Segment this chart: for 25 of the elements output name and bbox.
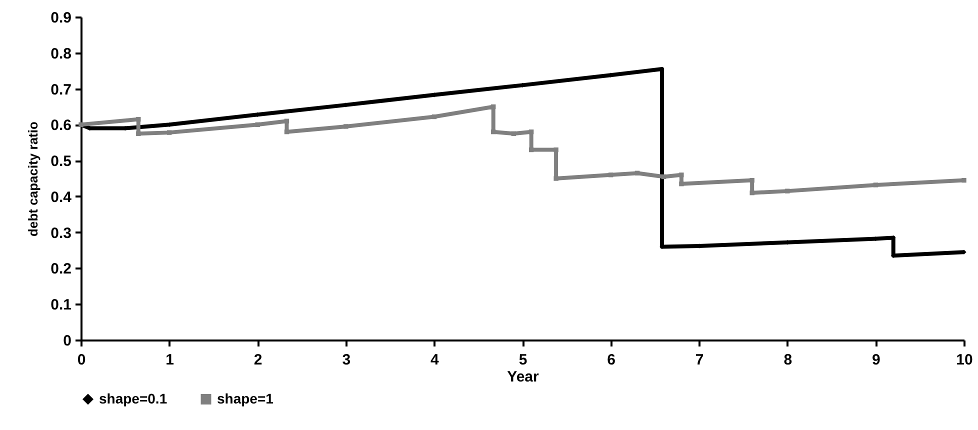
y-tick-label: 0.9	[50, 10, 72, 26]
y-tick-label: 0.7	[50, 81, 72, 98]
y-tick-label: 0.6	[50, 117, 72, 134]
x-tick-label: 7	[695, 352, 704, 368]
y-tick-label: 0.8	[50, 45, 72, 62]
y-tick-label: 0.5	[50, 153, 72, 170]
x-tick-label: 8	[784, 352, 792, 368]
x-tick-label: 5	[518, 352, 528, 368]
x-tick-label: 9	[872, 352, 880, 368]
y-axis-title: debt capacity ratio	[26, 122, 41, 236]
x-tick-label: 2	[254, 352, 262, 368]
x-tick-label: 3	[342, 352, 351, 368]
legend-label: shape=1	[217, 390, 274, 406]
y-tick-label: 0	[63, 332, 72, 350]
y-tick-label: 0.4	[50, 188, 72, 206]
x-tick-label: 1	[166, 352, 174, 368]
x-tick-label: 0	[77, 352, 86, 368]
y-tick-label: 0.2	[50, 260, 72, 278]
y-tick-label: 0.3	[50, 224, 72, 242]
y-tick-label: 0.1	[50, 296, 72, 314]
x-tick-label: 4	[430, 352, 440, 368]
legend-label: shape=0.1	[99, 390, 168, 406]
x-tick-label: 10	[956, 352, 973, 368]
x-axis-title: Year	[507, 368, 540, 386]
x-tick-label: 6	[607, 352, 616, 368]
